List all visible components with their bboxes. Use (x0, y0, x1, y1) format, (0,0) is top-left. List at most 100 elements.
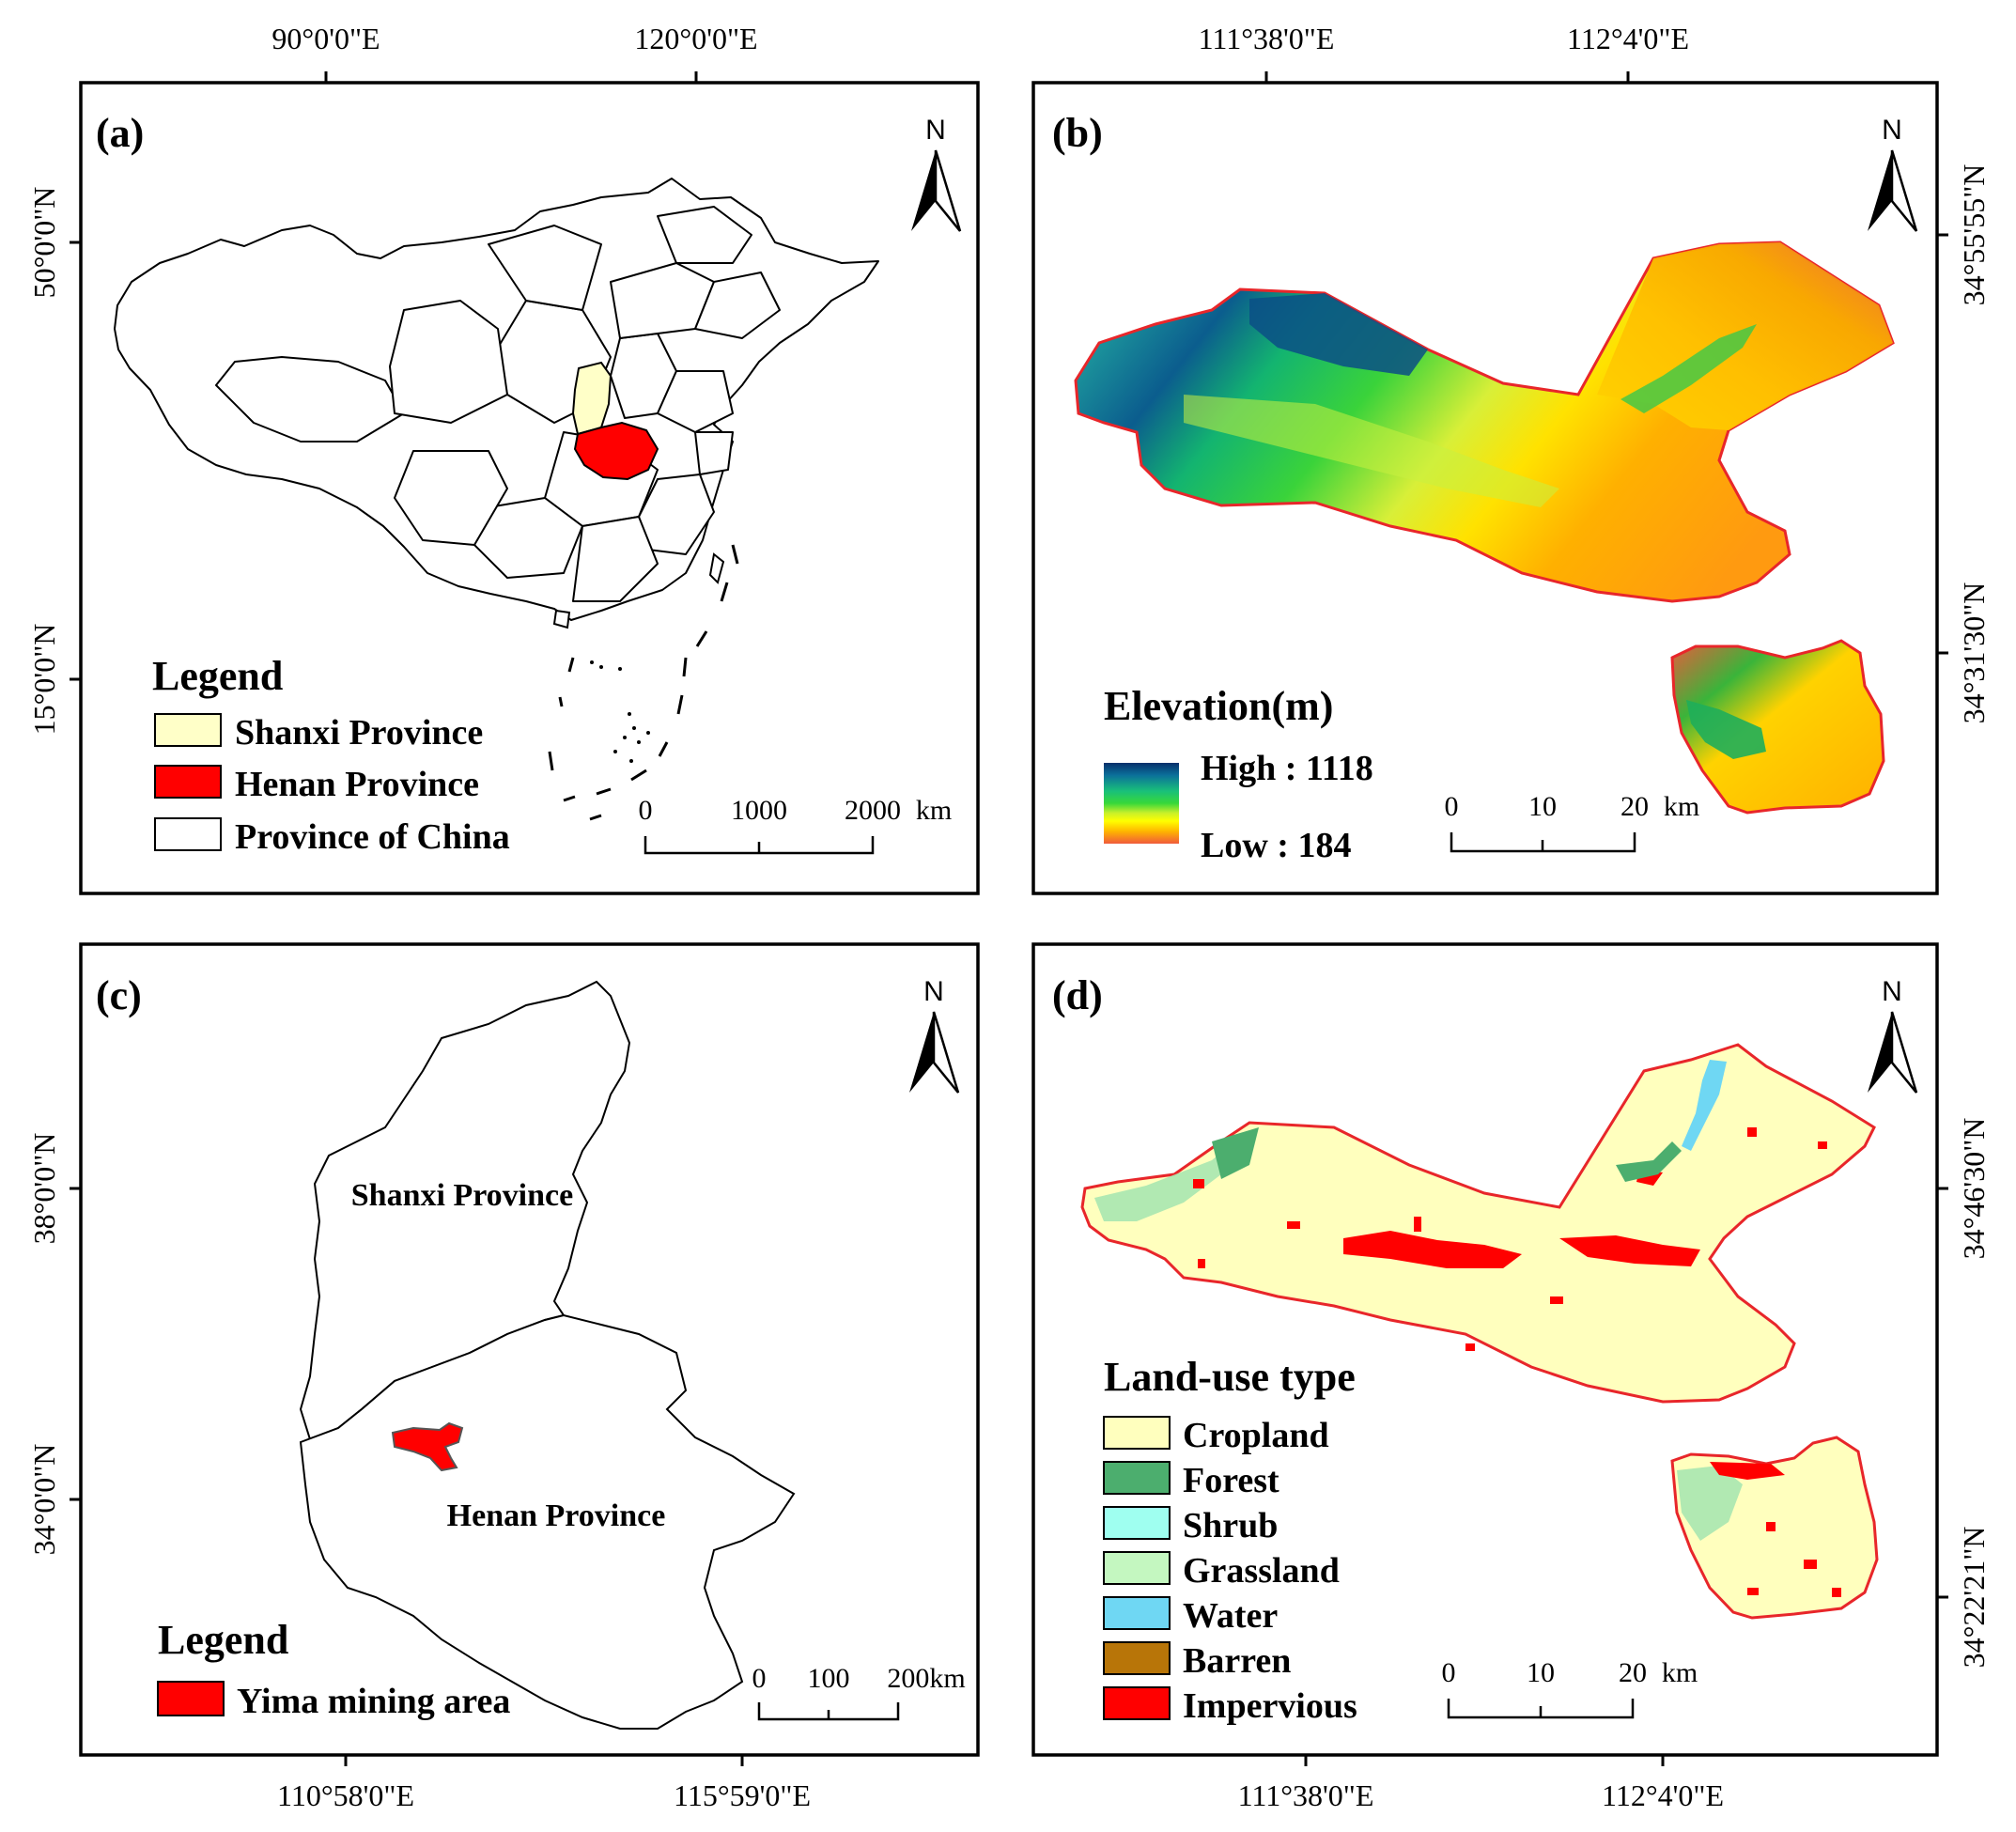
legend-label-grassland: Grassland (1183, 1551, 1340, 1591)
legend-swatch-henan (154, 765, 222, 799)
panel-c-left-tick-2: 34°0'0"N (27, 1444, 61, 1556)
svg-text:10: 10 (1527, 1657, 1555, 1688)
svg-text:10: 10 (1528, 791, 1557, 822)
dem-deep-blue (1249, 293, 1428, 376)
elevation-color-ramp (1104, 763, 1179, 844)
legend-label-impervious: Impervious (1183, 1686, 1357, 1726)
panel-b-top-tick-2: 112°4'0"E (1567, 22, 1689, 55)
legend-swatch-shrub (1103, 1506, 1171, 1540)
svg-text:2000: 2000 (845, 795, 901, 826)
panel-d-label: (d) (1052, 972, 1103, 1018)
panel-d-bottom-tick-2: 112°4'0"E (1602, 1778, 1724, 1812)
panel-a-scale-bar: 0 1000 2000 km (639, 795, 952, 855)
panel-c-left-tick-1: 38°0'0"N (27, 1133, 61, 1245)
taiwan-island (708, 552, 725, 584)
panel-a-frame (79, 81, 980, 895)
elevation-high-label: High : 1118 (1201, 749, 1373, 788)
panel-a-legend: Legend Shanxi Province Henan Province Pr… (152, 653, 510, 857)
legend-swatch-impervious (1103, 1686, 1171, 1720)
panel-b-legend: Elevation(m) High : 1118 Low : 184 (1104, 683, 1373, 865)
legend-label-shanxi: Shanxi Province (235, 713, 483, 753)
panel-d-right-tick-2: 34°22'21"N (1957, 1527, 1991, 1669)
legend-label-shrub: Shrub (1183, 1506, 1278, 1545)
legend-label-forest: Forest (1183, 1461, 1279, 1500)
legend-label-water: Water (1183, 1596, 1278, 1636)
hainan-island (552, 609, 571, 629)
panel-d-north-arrow-icon: N (1868, 976, 1918, 1094)
panel-b-frame (1031, 81, 1939, 895)
yima-mining-area-marker (391, 1421, 464, 1472)
svg-text:km: km (1662, 1657, 1698, 1688)
landuse-study-area-main (1080, 1043, 1876, 1404)
panel-a-north-arrow-icon: N (911, 115, 962, 232)
svg-text:N: N (1882, 115, 1902, 146)
panel-b-label: (b) (1052, 110, 1103, 156)
island-dots (590, 660, 650, 763)
legend-label-cropland: Cropland (1183, 1416, 1329, 1455)
svg-text:N: N (1882, 976, 1902, 1007)
panel-c-scale-bar: 0 100 200km (752, 1663, 966, 1721)
svg-text:0: 0 (1445, 791, 1459, 822)
svg-text:0: 0 (1442, 1657, 1456, 1688)
legend-swatch-cropland (1103, 1416, 1171, 1450)
south-china-sea-dashes (548, 544, 739, 821)
panel-c-label: (c) (96, 972, 142, 1018)
panel-a-left-tick-1: 50°0'0"N (27, 187, 61, 299)
legend-swatch-shanxi (154, 713, 222, 747)
legend-label-barren: Barren (1183, 1641, 1291, 1681)
svg-text:0: 0 (639, 795, 653, 826)
legend-swatch-province (154, 817, 222, 851)
legend-swatch-yima (157, 1681, 225, 1716)
svg-text:km: km (916, 795, 952, 826)
panel-c-bottom-tick-1: 110°58'0"E (277, 1778, 414, 1812)
panel-a-top-tick-1: 90°0'0"E (271, 22, 380, 55)
legend-swatch-forest (1103, 1461, 1171, 1495)
svg-text:0: 0 (752, 1663, 767, 1694)
legend-swatch-barren (1103, 1641, 1171, 1675)
svg-text:20: 20 (1619, 1657, 1647, 1688)
legend-swatch-grassland (1103, 1551, 1171, 1585)
landuse-forest-strip (1616, 1141, 1682, 1182)
svg-text:N: N (923, 976, 944, 1007)
panel-d-legend-title: Land-use type (1104, 1354, 1356, 1400)
dem-study-area-south (1670, 639, 1885, 815)
panel-d-bottom-tick-1: 111°38'0"E (1238, 1778, 1374, 1812)
panel-b-right-tick-2: 34°31'30"N (1957, 582, 1991, 724)
panel-d-right-tick-1: 34°46'30"N (1957, 1118, 1991, 1260)
dem-valley-band (1184, 395, 1559, 507)
panel-b-legend-title: Elevation(m) (1104, 683, 1333, 729)
legend-label-province: Province of China (235, 817, 510, 857)
svg-text:200km: 200km (887, 1663, 965, 1694)
panel-a-legend-title: Legend (152, 653, 283, 699)
svg-text:1000: 1000 (731, 795, 787, 826)
svg-text:N: N (925, 115, 946, 146)
panel-b-right-tick-1: 34°55'55"N (1957, 164, 1991, 306)
legend-label-henan: Henan Province (235, 765, 479, 804)
panel-a-label: (a) (96, 110, 144, 156)
china-provinces-map (114, 178, 879, 621)
svg-text:km: km (1664, 791, 1699, 822)
svg-text:20: 20 (1621, 791, 1649, 822)
panel-b-top-tick-1: 111°38'0"E (1199, 22, 1335, 55)
henan-map-label: Henan Province (447, 1498, 666, 1533)
panel-c-legend: Legend Yima mining area (157, 1617, 510, 1721)
legend-label-yima: Yima mining area (237, 1682, 510, 1721)
panel-c-north-arrow-icon: N (909, 976, 960, 1094)
panel-d-frame (1031, 942, 1939, 1757)
panel-a-left-tick-2: 15°0'0"N (27, 624, 61, 736)
panel-d-landuse-map: (d) 34°46'30"N 34°22'21"N 111°38'0"E 112… (1031, 942, 1991, 1812)
panel-b-scale-bar: 0 10 20 km (1445, 791, 1699, 853)
henan-province-outline (299, 1313, 796, 1730)
legend-swatch-water (1103, 1596, 1171, 1630)
panel-d-legend: Land-use type Cropland Forest Shrub Grassla… (1103, 1354, 1357, 1726)
landuse-forest-patch (1212, 1127, 1259, 1179)
panel-c-bottom-tick-2: 115°59'0"E (674, 1778, 811, 1812)
henan-province-area (573, 421, 659, 481)
dem-green-ne (1621, 324, 1757, 413)
landuse-forest-west (1094, 1137, 1240, 1221)
panel-a-top-tick-2: 120°0'0"E (634, 22, 757, 55)
landuse-water-reservoir (1682, 1060, 1727, 1151)
panel-a-china-map: (a) 90°0'0"E 120°0'0"E 50°0'0"N 15°0'0"N… (27, 22, 980, 895)
elevation-low-label: Low : 184 (1201, 826, 1351, 865)
